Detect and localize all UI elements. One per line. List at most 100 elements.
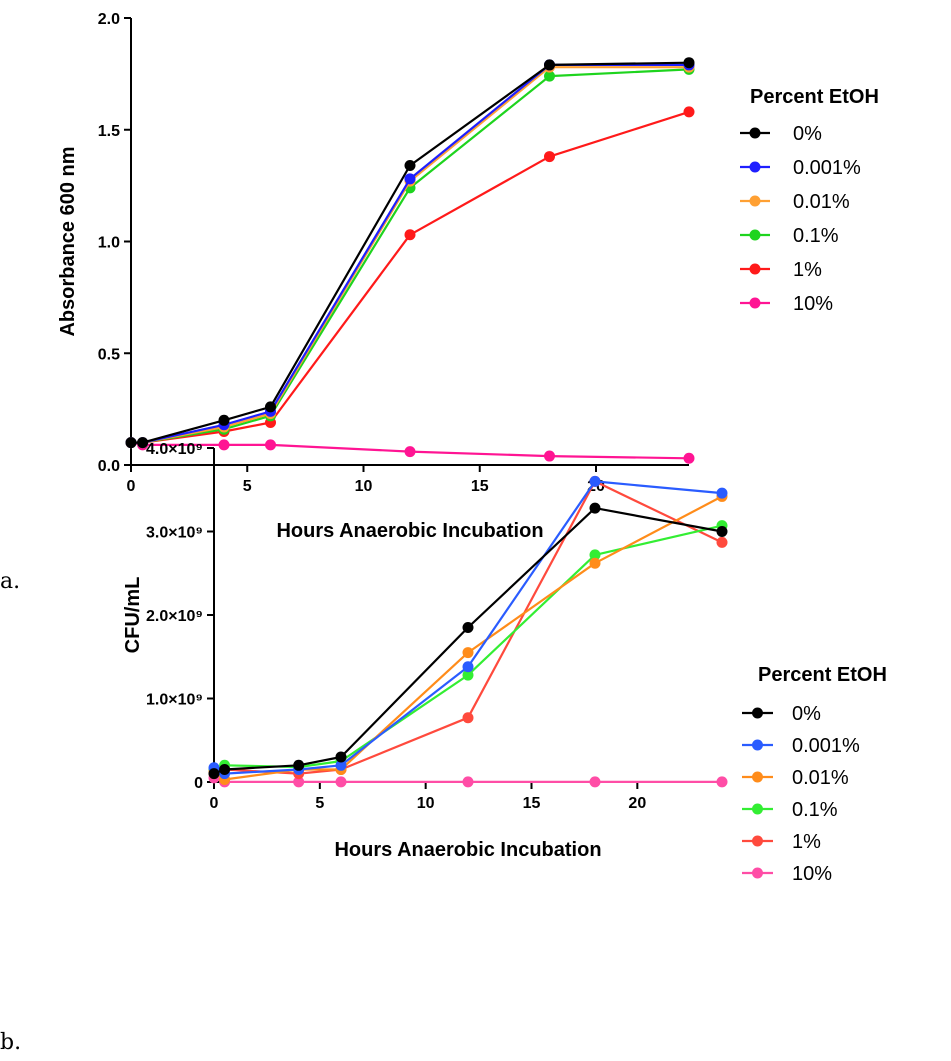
series-0% bbox=[125, 57, 695, 449]
legend-title: Percent EtOH bbox=[758, 664, 887, 686]
x-tick-label: 10 bbox=[355, 478, 373, 495]
legend-item: 0.001% bbox=[740, 157, 861, 179]
series-1% bbox=[125, 106, 695, 449]
panel-label: b. bbox=[0, 1030, 21, 1055]
data-point bbox=[683, 452, 695, 464]
legend-swatch-marker bbox=[752, 771, 763, 783]
legend-swatch-marker bbox=[752, 707, 763, 719]
x-axis-title: Hours Anaerobic Incubation bbox=[334, 839, 601, 861]
series-line bbox=[131, 61, 690, 444]
data-point bbox=[335, 776, 347, 788]
legend-item: 10% bbox=[742, 863, 832, 885]
x-tick-label: 20 bbox=[628, 795, 646, 812]
x-axis-title: Hours Anaerobic Incubation bbox=[276, 520, 543, 542]
legend-item: 10% bbox=[740, 293, 833, 315]
x-tick-label: 0 bbox=[127, 478, 136, 495]
series-line bbox=[213, 507, 723, 775]
series-line bbox=[131, 68, 690, 444]
data-point bbox=[589, 502, 601, 514]
legend-label: 0.001% bbox=[793, 157, 861, 179]
series-10% bbox=[125, 437, 695, 464]
data-point bbox=[683, 106, 695, 118]
y-tick-label: 0.0 bbox=[98, 458, 120, 475]
legend-swatch-marker bbox=[749, 229, 761, 241]
data-point bbox=[208, 768, 220, 780]
legend-label: 0.001% bbox=[792, 735, 860, 757]
legend-swatch-marker bbox=[752, 867, 763, 879]
data-point bbox=[462, 647, 474, 659]
x-tick-label: 5 bbox=[243, 478, 252, 495]
data-point bbox=[589, 475, 601, 487]
panel-label: a. bbox=[0, 569, 20, 594]
data-point bbox=[462, 776, 474, 788]
legend-item: 0.01% bbox=[740, 191, 850, 213]
legend-swatch-marker bbox=[749, 195, 761, 207]
y-tick-label: 2.0×10⁹ bbox=[146, 608, 203, 625]
legend-item: 0.1% bbox=[740, 225, 839, 247]
legend-swatch-marker bbox=[752, 739, 763, 751]
data-point bbox=[125, 437, 137, 449]
legend-swatch-marker bbox=[752, 835, 763, 847]
legend-label: 1% bbox=[793, 259, 822, 281]
series-0.001% bbox=[125, 59, 695, 449]
data-point bbox=[544, 70, 555, 82]
axes: 0 1.0×10⁹ 2.0×10⁹ 3.0×10⁹ 4.0×10⁹ 0 5 10 15 20 bbox=[146, 441, 722, 812]
legend-label: 10% bbox=[792, 863, 832, 885]
data-point bbox=[462, 712, 474, 724]
legend-label: 10% bbox=[793, 293, 833, 315]
chart-panel-b: 0 1.0×10⁹ 2.0×10⁹ 3.0×10⁹ 4.0×10⁹ 0 5 10 15 20 Hou… bbox=[0, 441, 887, 1055]
data-point bbox=[218, 414, 230, 426]
data-point bbox=[462, 661, 474, 673]
data-point bbox=[544, 59, 555, 71]
legend-label: 0.1% bbox=[793, 225, 839, 247]
legend-label: 0.01% bbox=[793, 191, 850, 213]
legend-item: 0.1% bbox=[742, 799, 838, 821]
series-line bbox=[131, 63, 689, 444]
data-point bbox=[589, 557, 601, 569]
legend-item: 1% bbox=[740, 259, 822, 281]
data-point bbox=[544, 151, 555, 163]
series-10% bbox=[208, 772, 728, 788]
series-0.1% bbox=[125, 63, 695, 449]
legend-swatch-marker bbox=[749, 127, 761, 139]
series-group bbox=[125, 57, 695, 464]
data-point bbox=[335, 751, 347, 763]
legend-label: 0.01% bbox=[792, 767, 849, 789]
x-tick-label: 15 bbox=[471, 478, 489, 495]
legend-swatch-marker bbox=[749, 297, 761, 309]
legend-title: Percent EtOH bbox=[750, 86, 879, 108]
legend-swatch-marker bbox=[752, 803, 763, 815]
data-point bbox=[293, 759, 305, 771]
data-point bbox=[404, 446, 416, 458]
legend-label: 0% bbox=[792, 703, 821, 725]
data-point bbox=[404, 160, 416, 172]
y-axis-title: Absorbance 600 nm bbox=[57, 146, 79, 336]
y-axis-title: CFU/mL bbox=[122, 577, 144, 654]
data-point bbox=[293, 776, 305, 788]
data-point bbox=[218, 439, 230, 451]
y-tick-label: 1.0×10⁹ bbox=[146, 692, 203, 709]
chart-panel-a: 0.00.51.01.52.005101520Hours Anaerobic I… bbox=[0, 11, 879, 594]
data-point bbox=[683, 57, 695, 69]
data-point bbox=[335, 759, 347, 771]
y-tick-label: 0.5 bbox=[98, 346, 120, 363]
legend-item: 0.001% bbox=[742, 735, 860, 757]
data-point bbox=[544, 450, 555, 462]
series-group bbox=[208, 475, 728, 788]
legend-label: 0% bbox=[793, 123, 822, 145]
legend-label: 1% bbox=[792, 831, 821, 853]
x-tick-label: 5 bbox=[315, 795, 324, 812]
legend-label: 0.1% bbox=[792, 799, 838, 821]
data-point bbox=[462, 622, 474, 634]
legend: Percent EtOH 0% 0.001% 0.01% 0.1% 1% 10% bbox=[742, 664, 887, 885]
data-point bbox=[137, 437, 149, 449]
data-point bbox=[404, 229, 416, 241]
legend-swatch-marker bbox=[749, 161, 761, 173]
data-point bbox=[716, 526, 728, 537]
series-line bbox=[131, 66, 689, 444]
series-0.01% bbox=[125, 61, 695, 449]
y-tick-label: 2.0 bbox=[98, 11, 120, 28]
data-point bbox=[716, 776, 728, 788]
y-tick-label: 1.0 bbox=[98, 235, 120, 252]
